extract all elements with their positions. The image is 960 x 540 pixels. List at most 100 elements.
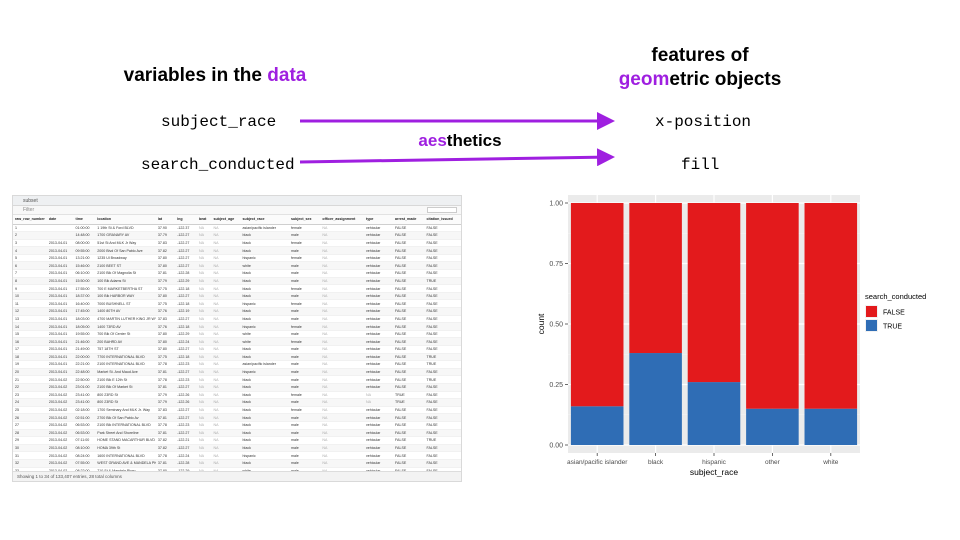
column-header[interactable]: type (364, 215, 394, 225)
table-cell: female (288, 239, 321, 248)
table-cell: 4 (13, 246, 47, 255)
column-header[interactable]: location (95, 215, 156, 225)
table-cell: 06:10:00 (73, 269, 96, 278)
table-cell: 07:55:00 (73, 459, 96, 468)
column-header[interactable]: citation_issued (424, 215, 461, 225)
table-row: 17 2013-04-01 21:49:00 757 18TH ST 37.80 -122… (13, 345, 461, 354)
table-cell: 100 Blk Adams St (95, 277, 156, 286)
table-cell: 2013-04-01 (46, 239, 74, 248)
table-cell: vehicular (364, 322, 394, 331)
table-cell: 37.81 (155, 368, 176, 377)
table-cell: -122.23 (175, 421, 197, 430)
table-search-input[interactable] (427, 207, 457, 213)
table-cell: 16 (13, 337, 47, 346)
table-cell: male (288, 246, 321, 255)
table-cell: vehicular (364, 315, 394, 324)
table-cell: 14:48:00 (73, 231, 96, 240)
table-cell: male (288, 231, 321, 240)
column-header[interactable]: beat (196, 215, 212, 225)
column-header[interactable]: lng (175, 215, 197, 225)
table-cell: male (288, 277, 321, 286)
table-cell: -122.27 (175, 429, 197, 438)
bar-true (804, 408, 858, 445)
table-cell: -122.27 (175, 231, 197, 240)
table-cell: black (240, 421, 289, 430)
table-cell: NA (196, 315, 212, 324)
table-cell: 2013-04-01 (46, 322, 74, 331)
table-cell: male (288, 360, 321, 369)
column-header[interactable]: date (46, 215, 74, 225)
table-cell: FALSE (393, 444, 425, 453)
table-cell: 2013-04-01 (46, 330, 74, 339)
table-cell: -122.27 (175, 383, 197, 392)
table-cell: 800 23RD St (95, 398, 156, 407)
table-row: 28 2013-04-02 06:53:00 Park Street And Shor… (13, 429, 461, 438)
table-cell: 7 (13, 269, 47, 278)
table-cell: vehicular (364, 375, 394, 384)
column-header[interactable]: subject_race (240, 215, 289, 225)
table-cell: 2700 Blk Of San Pablo Av (95, 413, 156, 422)
table-cell: 2013-04-01 (46, 246, 74, 255)
table-cell: NA (211, 368, 241, 377)
table-cell: NA (196, 277, 212, 286)
table-cell: FALSE (393, 315, 425, 324)
table-cell: 2013-04-02 (46, 406, 74, 415)
table-cell: 700 Blk Of Center St (95, 330, 156, 339)
table-cell: 2013-04-01 (46, 307, 74, 316)
table-cell: 37.78 (155, 451, 176, 460)
aes-rest: thetics (446, 131, 502, 150)
table-cell: 2013-04-01 (46, 315, 74, 324)
table-cell: 2013-04-01 (46, 284, 74, 293)
table-cell: black (240, 269, 289, 278)
table-cell: FALSE (393, 239, 425, 248)
table-cell: vehicular (364, 383, 394, 392)
table-cell: 14 (13, 322, 47, 331)
filter-button[interactable]: Filter (23, 207, 35, 213)
table-cell: NA (320, 459, 364, 468)
table-cell: black (240, 239, 289, 248)
column-header[interactable]: subject_sex (288, 215, 321, 225)
column-header[interactable]: officer_assignment (320, 215, 364, 225)
table-cell: NA (211, 261, 241, 271)
legend-key-true (866, 320, 877, 331)
table-cell: FALSE (393, 413, 425, 422)
table-cell: NA (211, 292, 241, 301)
table-row: 4 2013-04-01 09:55:00 2000 Blvd Of San Pabl… (13, 246, 461, 255)
column-header[interactable]: subject_age (211, 215, 241, 225)
table-cell: 06:53:00 (73, 429, 96, 438)
table-cell: black (240, 413, 289, 422)
table-cell: male (288, 307, 321, 316)
table-cell: FALSE (393, 284, 425, 293)
column-header[interactable]: arrest_made (393, 215, 425, 225)
table-cell: 23:41:00 (73, 391, 96, 400)
table-cell: white (240, 337, 289, 346)
data-viewer-tab[interactable]: subset (13, 196, 461, 206)
table-row: 22 2013-04-02 23:01:00 2100 Blk Of Market S… (13, 383, 461, 392)
column-header[interactable]: time (73, 215, 96, 225)
table-cell: female (288, 284, 321, 293)
table-cell: 24 (13, 398, 47, 407)
table-cell: FALSE (424, 322, 461, 331)
table-cell: 18 (13, 353, 47, 362)
table-cell: vehicular (364, 330, 394, 339)
column-header[interactable]: lat (155, 215, 176, 225)
table-cell: 100 Blk HARBOR WAY (95, 292, 156, 301)
table-row: 7 2013-04-01 06:10:00 2100 Blk Of Magnolia … (13, 269, 461, 278)
table-cell: 5 (13, 254, 47, 263)
column-header[interactable]: raw_row_number (13, 215, 47, 225)
table-cell: 2013-04-02 (46, 421, 74, 430)
table-cell: NA (196, 246, 212, 255)
table-cell: FALSE (393, 406, 425, 415)
table-cell: FALSE (424, 413, 461, 422)
table-cell: FALSE (424, 315, 461, 324)
table-cell: TRUE (424, 436, 461, 445)
table-cell: -122.18 (175, 299, 197, 309)
table-cell: vehicular (364, 360, 394, 369)
table-cell: 26 (13, 413, 47, 422)
bar-true (746, 408, 799, 445)
table-cell: NA (320, 383, 364, 392)
table-cell: 1700 GRANARY AV (95, 231, 156, 240)
table-cell: -122.27 (175, 413, 197, 422)
table-cell: 37.81 (155, 383, 176, 392)
table-cell: NA (211, 436, 241, 445)
